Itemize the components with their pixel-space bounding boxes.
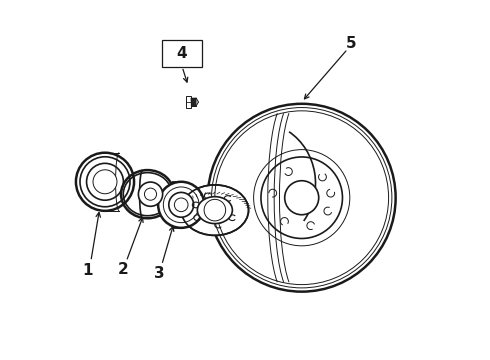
Ellipse shape <box>121 170 174 218</box>
Text: 1: 1 <box>82 263 93 278</box>
Ellipse shape <box>169 192 194 217</box>
Text: 4: 4 <box>177 46 187 61</box>
Ellipse shape <box>123 173 172 216</box>
Circle shape <box>208 104 395 292</box>
Ellipse shape <box>93 170 117 194</box>
Ellipse shape <box>138 182 163 206</box>
Circle shape <box>261 157 343 238</box>
Text: 2: 2 <box>117 262 128 277</box>
Ellipse shape <box>204 199 226 221</box>
Ellipse shape <box>181 185 248 235</box>
Text: 3: 3 <box>154 266 165 282</box>
Ellipse shape <box>174 198 188 212</box>
Bar <box>162 40 202 67</box>
Ellipse shape <box>145 188 157 200</box>
Ellipse shape <box>158 182 204 228</box>
Ellipse shape <box>197 197 232 224</box>
Text: 5: 5 <box>346 36 357 51</box>
Circle shape <box>285 181 318 215</box>
Bar <box>186 96 191 108</box>
